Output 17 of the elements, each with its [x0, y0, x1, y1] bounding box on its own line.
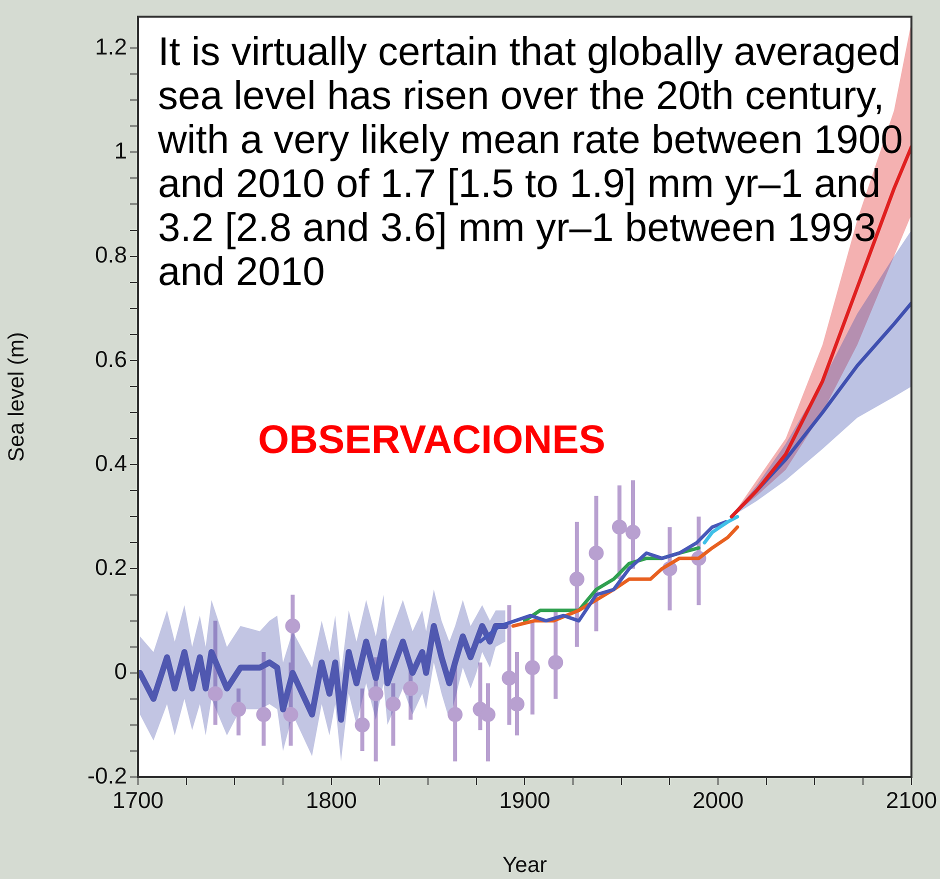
x-tick-label: 1900: [499, 787, 550, 814]
y-axis-title: Sea level (m): [3, 332, 28, 462]
y-tick-label: 0: [114, 658, 127, 684]
x-tick-label: 2100: [886, 787, 938, 814]
y-tick-label: -0.2: [87, 762, 127, 788]
y-tick-label: 0.8: [95, 242, 127, 268]
x-tick-label: 1800: [306, 787, 357, 814]
y-tick-label: 1: [114, 138, 127, 164]
annotation: It is virtually certain that globally averaged sea level has risen over the 20th century, with a very likely mean rate between 1900 and 2010 of 1.7 [1.5 to 1.9] mm yr–1 and 3.2 [2.8 and 3.6] mm yr–1 between 1993 and 2010: [158, 30, 904, 294]
y-tick-label: 0.2: [95, 554, 127, 580]
y-tick-label: 0.6: [95, 346, 127, 372]
x-tick-label: 2000: [692, 787, 744, 814]
x-axis-title: Year: [502, 852, 547, 877]
y-tick-label: 0.4: [95, 450, 128, 476]
x-tick-label: 1700: [112, 787, 164, 814]
annotation: OBSERVACIONES: [258, 418, 606, 463]
y-tick-label: 1.2: [95, 33, 127, 60]
